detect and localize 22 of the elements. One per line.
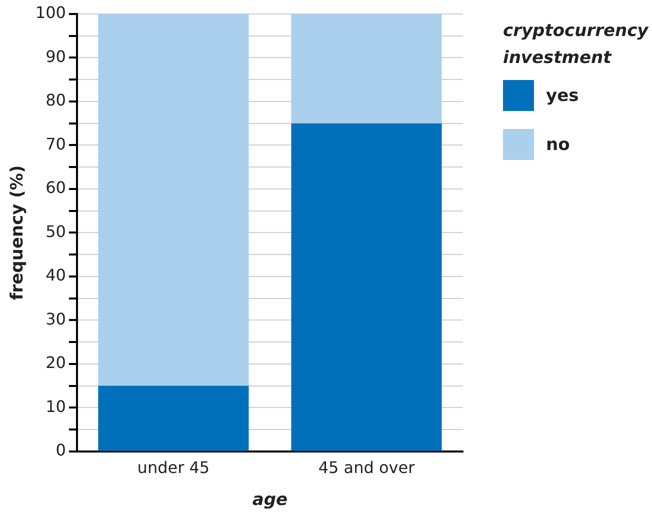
y-tick-label: 100 — [35, 3, 66, 22]
y-tick-label: 70 — [46, 134, 66, 154]
x-tick-label: 45 and over — [318, 458, 416, 478]
x-tick-label: under 45 — [137, 458, 210, 478]
y-axis-title: frequency (%) — [8, 165, 28, 300]
legend-label: no — [546, 134, 570, 154]
legend-title: cryptocurrency investment — [503, 20, 648, 70]
y-tick-label: 90 — [46, 46, 66, 66]
y-tick-label: 80 — [46, 90, 66, 110]
bar — [291, 123, 442, 451]
y-tick-label: 40 — [46, 266, 66, 285]
x-axis-title: age — [252, 490, 288, 510]
bar — [291, 14, 442, 124]
bar — [98, 14, 249, 386]
y-tick-label: 0 — [56, 440, 66, 460]
bar — [98, 386, 249, 451]
legend-label: yes — [546, 86, 579, 106]
y-tick-label: 60 — [46, 178, 66, 198]
y-tick-label: 10 — [46, 396, 66, 416]
y-tick-label: 50 — [46, 222, 66, 241]
y-tick-label: 20 — [46, 353, 66, 372]
y-tick-label: 30 — [46, 309, 66, 328]
